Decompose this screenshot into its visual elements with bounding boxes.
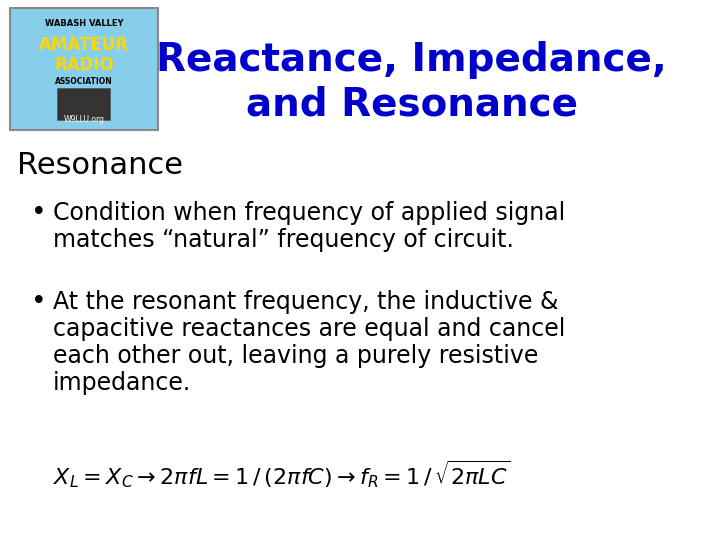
Text: and Resonance: and Resonance <box>246 86 577 124</box>
Text: matches “natural” frequency of circuit.: matches “natural” frequency of circuit. <box>53 228 513 252</box>
Text: $X_L = X_C \rightarrow 2\pi fL = 1\,/\,(2\pi fC)\rightarrow f_R = 1\,/\,\sqrt{2\: $X_L = X_C \rightarrow 2\pi fL = 1\,/\,(… <box>53 458 510 490</box>
Text: ASSOCIATION: ASSOCIATION <box>55 78 113 86</box>
FancyBboxPatch shape <box>58 88 110 120</box>
Text: •: • <box>31 200 46 226</box>
Text: Reactance, Impedance,: Reactance, Impedance, <box>156 41 667 79</box>
Text: W9LLU.org: W9LLU.org <box>64 116 104 125</box>
FancyBboxPatch shape <box>9 8 158 130</box>
Text: At the resonant frequency, the inductive &: At the resonant frequency, the inductive… <box>53 290 558 314</box>
Text: RADIO: RADIO <box>55 56 114 74</box>
Text: Condition when frequency of applied signal: Condition when frequency of applied sign… <box>53 201 565 225</box>
Text: WABASH VALLEY: WABASH VALLEY <box>45 19 124 29</box>
Text: impedance.: impedance. <box>53 371 191 395</box>
Text: AMATEUR: AMATEUR <box>40 36 130 54</box>
Text: •: • <box>31 289 46 315</box>
Text: capacitive reactances are equal and cancel: capacitive reactances are equal and canc… <box>53 317 565 341</box>
Text: each other out, leaving a purely resistive: each other out, leaving a purely resisti… <box>53 344 538 368</box>
Text: Resonance: Resonance <box>17 151 183 179</box>
